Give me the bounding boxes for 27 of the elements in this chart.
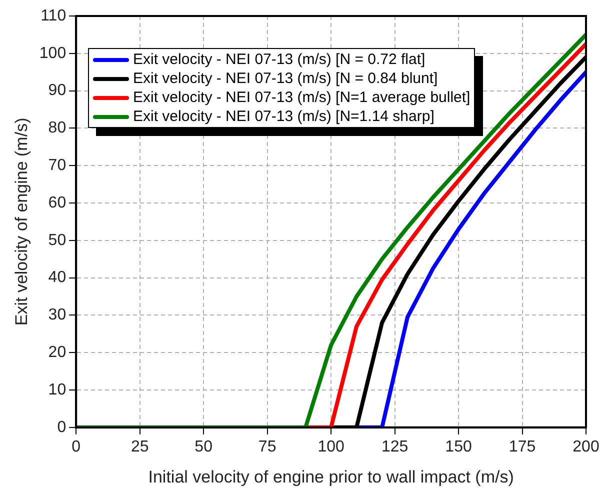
y-tick-label: 100 bbox=[39, 44, 66, 62]
x-tick-label: 0 bbox=[72, 438, 81, 456]
y-tick-label: 30 bbox=[48, 306, 66, 324]
legend-label: Exit velocity - NEI 07-13 (m/s) [N = 0.72 flat] bbox=[133, 50, 426, 69]
x-tick-label: 100 bbox=[318, 438, 344, 456]
legend-label: Exit velocity - NEI 07-13 (m/s) [N=1.14 sharp] bbox=[133, 107, 434, 126]
x-axis-title: Initial velocity of engine prior to wall impact (m/s) bbox=[148, 467, 514, 486]
y-tick-label: 40 bbox=[48, 269, 66, 286]
y-tick-label: 20 bbox=[48, 344, 66, 362]
x-tick-label: 125 bbox=[381, 438, 408, 456]
y-tick-label: 80 bbox=[48, 120, 66, 137]
y-tick-label: 60 bbox=[48, 194, 66, 212]
y-tick-label: 90 bbox=[48, 82, 66, 100]
y-tick-label: 0 bbox=[57, 418, 66, 436]
y-tick-label: 70 bbox=[48, 157, 66, 174]
x-tick-label: 150 bbox=[445, 438, 472, 456]
y-axis-title: Exit velocity of engine (m/s) bbox=[12, 118, 31, 326]
legend-label: Exit velocity - NEI 07-13 (m/s) [N = 0.84 blunt] bbox=[133, 69, 438, 88]
x-tick-label: 175 bbox=[508, 438, 536, 456]
legend-label: Exit velocity - NEI 07-13 (m/s) [N=1 average bullet] bbox=[133, 88, 470, 107]
x-tick-label: 75 bbox=[258, 438, 276, 456]
x-tick-label: 25 bbox=[130, 438, 149, 456]
x-tick-label: 50 bbox=[194, 438, 213, 456]
y-tick-label: 50 bbox=[48, 232, 66, 249]
x-tick-label: 200 bbox=[572, 438, 600, 456]
y-tick-label: 110 bbox=[40, 7, 66, 24]
y-tick-label: 10 bbox=[48, 381, 66, 398]
